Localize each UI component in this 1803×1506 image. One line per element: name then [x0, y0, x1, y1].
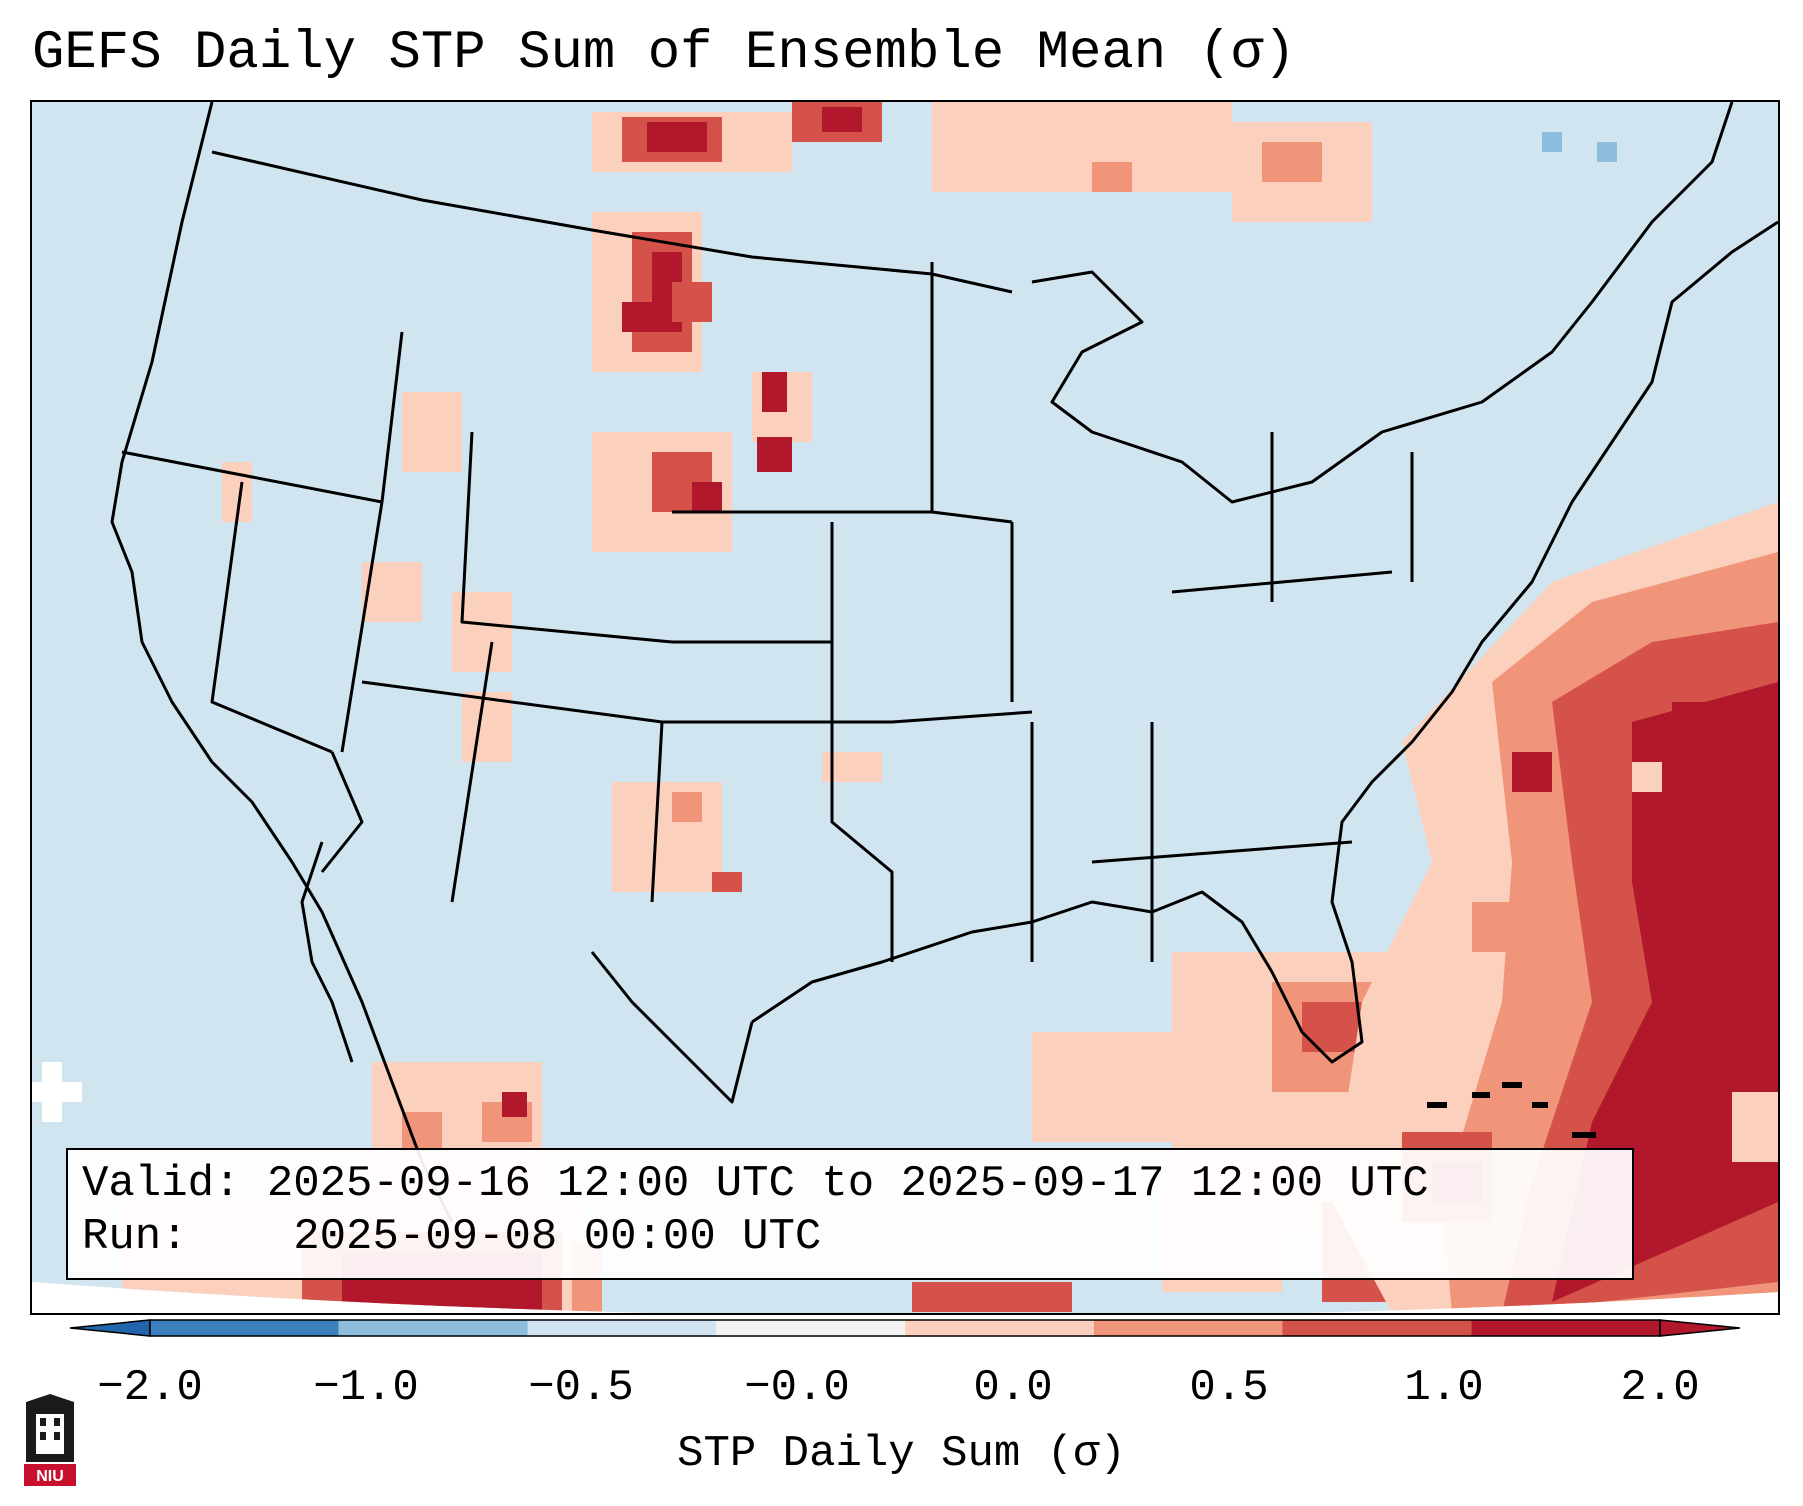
run-label: Run: [82, 1212, 188, 1262]
texas-mexico-border [590, 951, 754, 1104]
niu-logo: NIU [24, 1394, 76, 1486]
colorbar-tick-label: −0.0 [744, 1363, 850, 1413]
map-canvas [32, 102, 1778, 1313]
colorbar-tick-label: 1.0 [1404, 1363, 1484, 1413]
state-lines [121, 262, 1414, 962]
boundaries [110, 102, 1778, 1223]
colorbar-tick-label: 0.0 [973, 1363, 1053, 1413]
colorbar-segment [338, 1320, 528, 1336]
colorbar-segment [1093, 1320, 1283, 1336]
map-title: GEFS Daily STP Sum of Ensemble Mean (σ) [32, 23, 1296, 84]
us-canada-border [211, 150, 1013, 294]
colorbar-tick-label: −2.0 [97, 1363, 203, 1413]
colorbar-tick-label: −1.0 [313, 1363, 419, 1413]
colorbar-segment [1282, 1320, 1472, 1336]
islands [1427, 1082, 1596, 1138]
colorbar-extend-low [69, 1319, 151, 1337]
colorbar-segment [1471, 1320, 1660, 1336]
run-value: 2025-09-08 00:00 UTC [293, 1212, 822, 1262]
colorbar [69, 1319, 1741, 1337]
map-panel [30, 100, 1780, 1315]
valid-time-box: Valid: 2025-09-16 12:00 UTC to 2025-09-1… [66, 1148, 1634, 1280]
valid-label: Valid: [82, 1159, 241, 1209]
colorbar-segment [527, 1320, 717, 1336]
west-coastline [110, 102, 454, 1223]
colorbar-extend-high [1659, 1319, 1741, 1337]
gulf-coastline [751, 220, 1778, 1064]
valid-value: 2025-09-16 12:00 UTC to 2025-09-17 12:00… [266, 1159, 1429, 1209]
colorbar-tick-label: −0.5 [528, 1363, 634, 1413]
logo-text: NIU [36, 1468, 64, 1485]
baja-peninsula [300, 841, 354, 1063]
colorbar-segment [905, 1320, 1094, 1336]
colorbar-segment [716, 1320, 905, 1336]
colorbar-label: STP Daily Sum (σ) [677, 1429, 1126, 1479]
colorbar-tick-label: 2.0 [1620, 1363, 1700, 1413]
colorbar-segment [150, 1320, 339, 1336]
colorbar-tick-label: 0.5 [1189, 1363, 1269, 1413]
